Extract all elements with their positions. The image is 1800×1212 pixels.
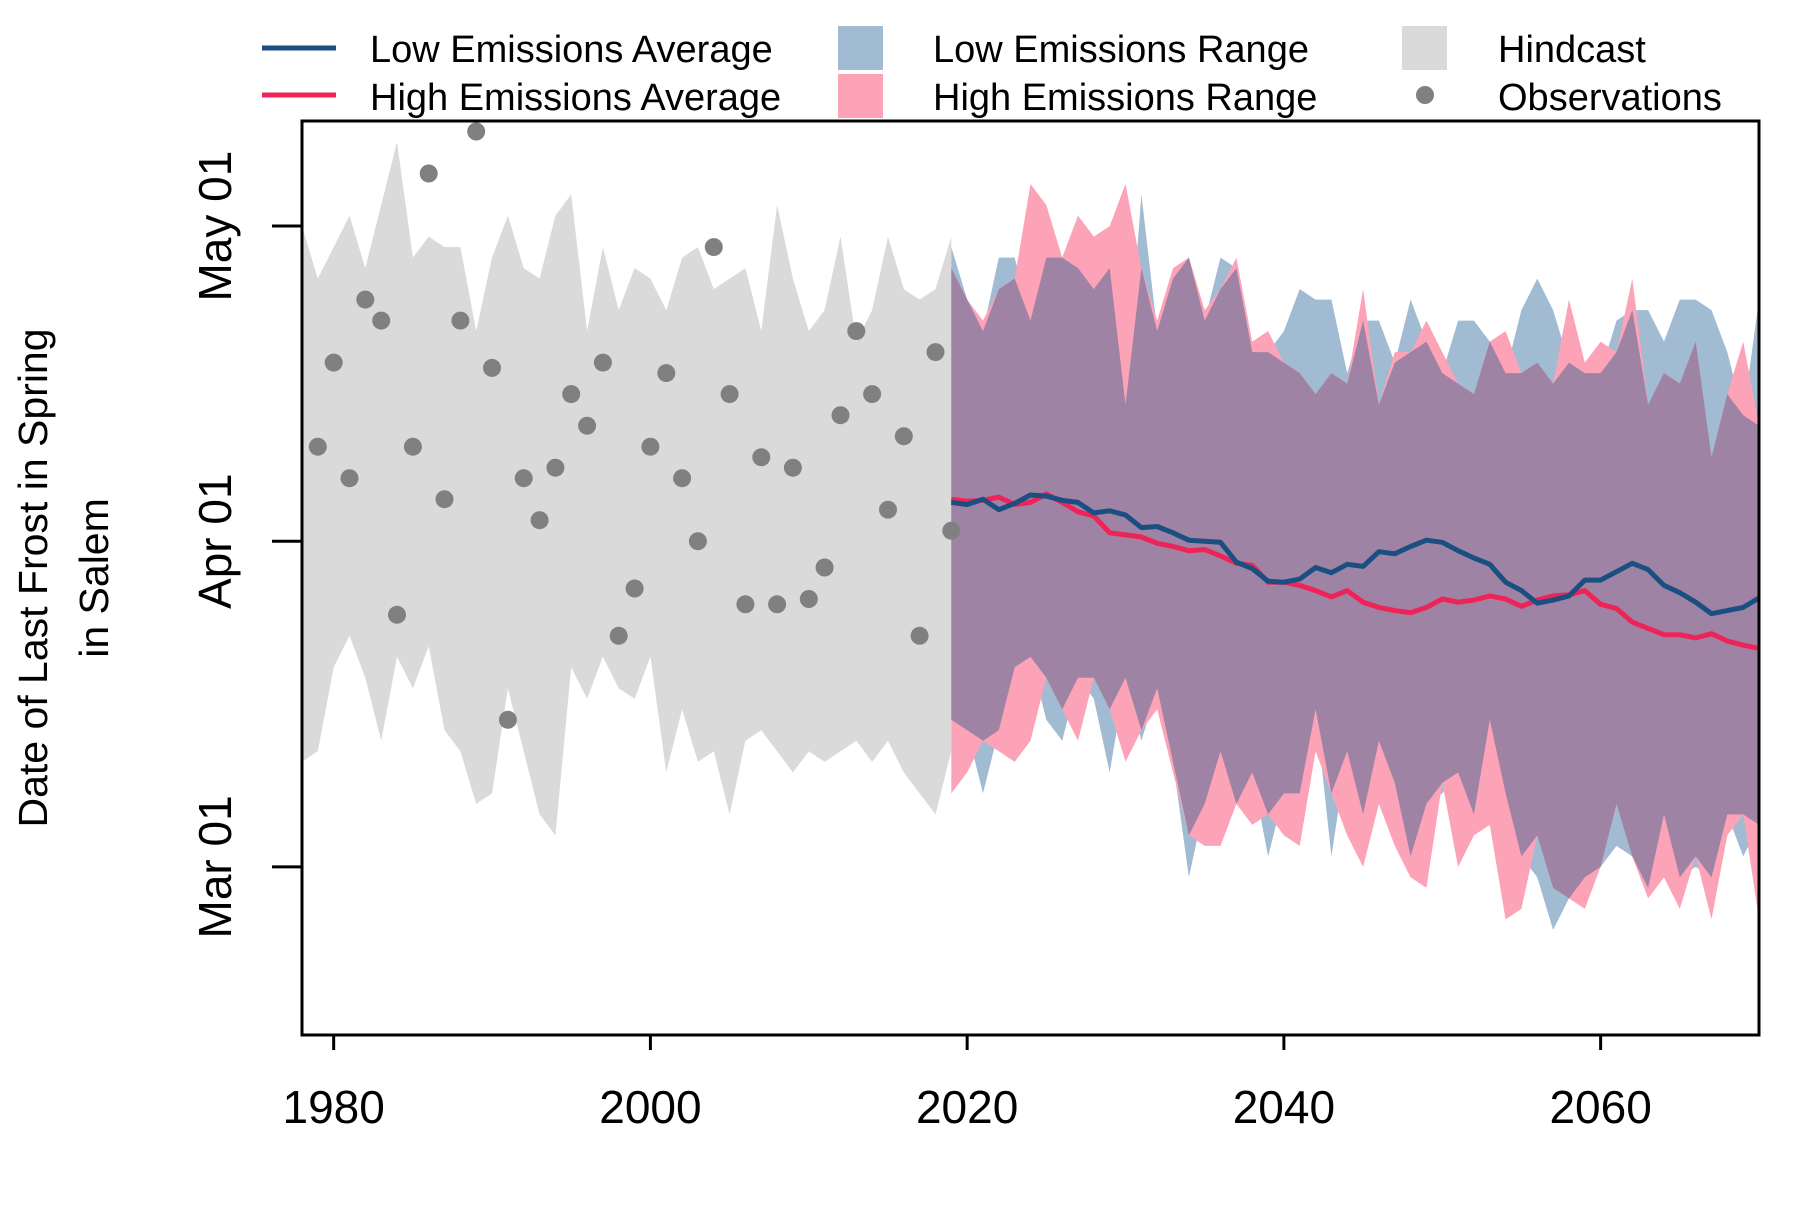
hindcast-band bbox=[302, 142, 952, 836]
observation-point bbox=[609, 626, 628, 645]
observation-point bbox=[942, 521, 961, 540]
plot-frame bbox=[300, 119, 1761, 1037]
observation-point bbox=[783, 458, 802, 477]
plot-area bbox=[302, 122, 1759, 930]
observation-point bbox=[514, 469, 533, 488]
observation-point bbox=[451, 311, 470, 330]
legend-low-range-swatch bbox=[838, 26, 883, 70]
observation-point bbox=[688, 532, 707, 551]
observation-point bbox=[435, 490, 454, 509]
observation-point bbox=[308, 437, 327, 456]
observation-point bbox=[831, 406, 850, 425]
x-tick-label: 1980 bbox=[283, 1081, 385, 1133]
x-tick-label: 2020 bbox=[916, 1081, 1018, 1133]
observation-point bbox=[483, 358, 501, 377]
legend-low-range-label: Low Emissions Range bbox=[933, 29, 1309, 71]
x-tick-label: 2060 bbox=[1549, 1081, 1651, 1133]
observation-point bbox=[736, 595, 755, 614]
observation-point bbox=[388, 605, 406, 624]
observation-point bbox=[372, 311, 391, 330]
y-axis-title-line1: Date of Last Frost in Spring bbox=[10, 328, 56, 827]
observation-point bbox=[467, 122, 486, 141]
x-tick-label: 2000 bbox=[599, 1081, 701, 1133]
observation-point bbox=[847, 322, 866, 341]
legend-hindcast-swatch bbox=[1402, 26, 1447, 70]
legend-high-range-label: High Emissions Range bbox=[933, 77, 1317, 119]
x-tick-label: 2040 bbox=[1233, 1081, 1335, 1133]
observation-point bbox=[562, 385, 581, 404]
observation-point bbox=[403, 437, 422, 456]
observation-point bbox=[625, 579, 644, 598]
observation-point bbox=[593, 353, 612, 372]
observation-point bbox=[863, 385, 882, 404]
observation-point bbox=[673, 469, 692, 488]
x-axis: 1980 2000 2020 2040 2060 bbox=[283, 1035, 1652, 1133]
observation-point bbox=[910, 626, 929, 645]
legend-observations-label: Observations bbox=[1498, 77, 1722, 119]
observation-point bbox=[546, 458, 565, 477]
observation-point bbox=[799, 590, 818, 608]
observation-point bbox=[340, 469, 359, 488]
legend-hindcast-label: Hindcast bbox=[1498, 29, 1646, 71]
observation-point bbox=[578, 416, 597, 435]
legend-low-average-label: Low Emissions Average bbox=[370, 29, 773, 71]
observation-point bbox=[815, 558, 834, 577]
observation-point bbox=[356, 290, 375, 309]
y-tick-label: Mar 01 bbox=[189, 795, 241, 938]
emissions-overlap-band bbox=[951, 257, 1759, 899]
legend-high-average-label: High Emissions Average bbox=[370, 77, 781, 119]
legend-observations-swatch bbox=[1416, 86, 1434, 104]
observation-point bbox=[720, 385, 739, 404]
observation-point bbox=[498, 710, 517, 729]
observation-point bbox=[324, 353, 343, 372]
observation-point bbox=[879, 500, 897, 519]
observation-point bbox=[926, 343, 945, 362]
observation-point bbox=[704, 238, 723, 257]
y-axis-title: Date of Last Frost in Spring in Salem bbox=[10, 328, 117, 827]
legend: Low Emissions Average High Emissions Ave… bbox=[262, 26, 1722, 119]
observation-point bbox=[752, 448, 771, 467]
observation-point bbox=[530, 511, 549, 530]
low-emissions-average-line bbox=[950, 492, 1759, 617]
observation-point bbox=[768, 595, 787, 614]
observation-point bbox=[657, 364, 676, 383]
y-axis-title-line2: in Salem bbox=[71, 498, 117, 658]
high-emissions-average-line bbox=[950, 491, 1759, 651]
y-tick-label: May 01 bbox=[189, 151, 241, 302]
legend-high-range-swatch bbox=[838, 74, 883, 118]
y-axis: Mar 01 Apr 01 May 01 bbox=[189, 151, 302, 938]
observation-point bbox=[419, 164, 438, 183]
observation-point bbox=[894, 427, 913, 446]
y-tick-label: Apr 01 bbox=[189, 473, 241, 609]
observation-point bbox=[641, 437, 660, 456]
